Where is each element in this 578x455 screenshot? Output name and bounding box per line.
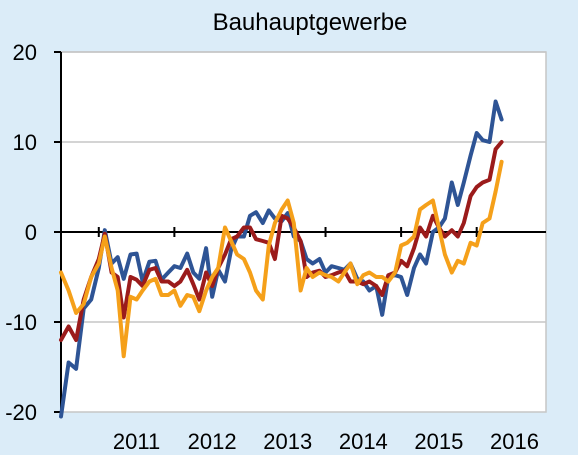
y-tick-label: -20 — [5, 400, 37, 425]
x-tick-label: 2016 — [490, 429, 539, 454]
y-tick-label: 10 — [13, 130, 37, 155]
x-tick-label: 2015 — [414, 429, 463, 454]
gridlines — [54, 51, 547, 413]
y-tick-label: 0 — [25, 220, 37, 245]
x-tick-label: 2013 — [263, 429, 312, 454]
y-axis-tick-labels: 20 10 0 -10 -20 — [5, 40, 37, 425]
chart-title: Bauhauptgewerbe — [213, 9, 408, 36]
x-tick-label: 2012 — [188, 429, 237, 454]
x-tick-label: 2014 — [339, 429, 388, 454]
y-tick-label: -10 — [5, 310, 37, 335]
y-tick-label: 20 — [13, 40, 37, 65]
x-axis-tick-labels: 2011 2012 2013 2014 2015 2016 — [113, 429, 539, 454]
x-tick-label: 2011 — [113, 429, 160, 454]
series-lines — [59, 99, 504, 419]
series-line-2 — [59, 140, 504, 342]
series-line-3 — [59, 159, 504, 359]
